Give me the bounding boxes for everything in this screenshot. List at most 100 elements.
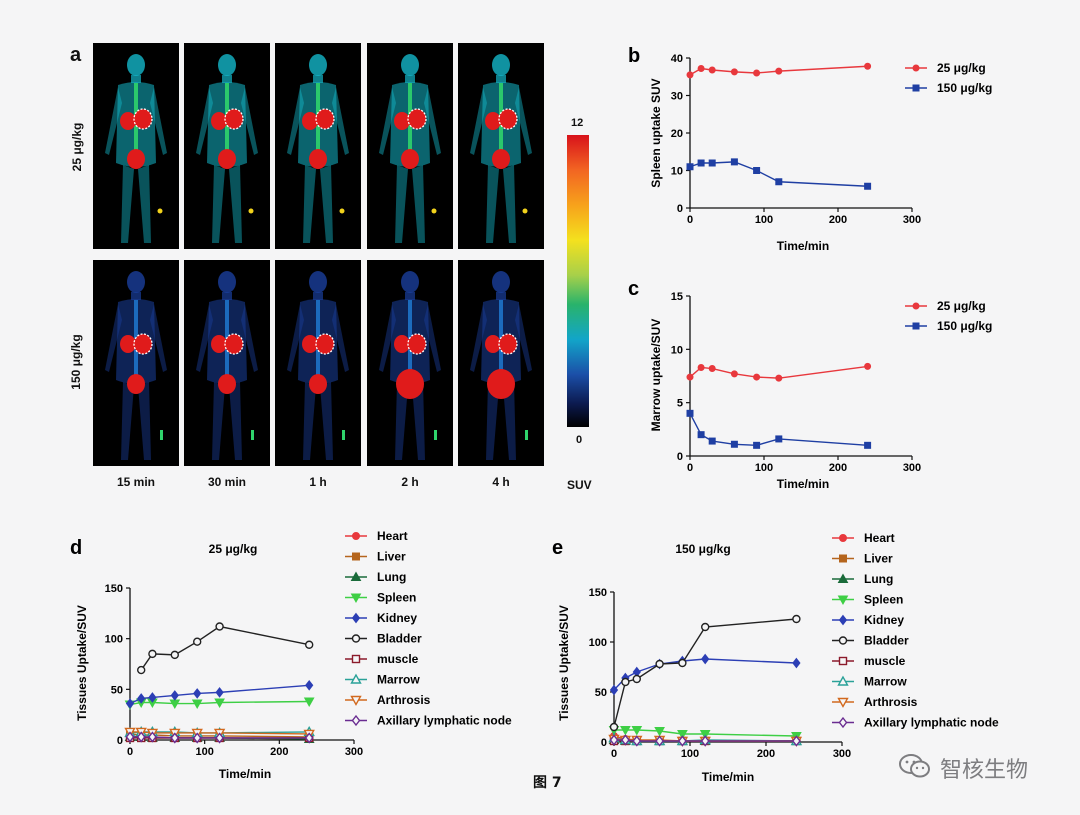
chart-c-letter: c	[628, 278, 639, 300]
chart-d-legend-marker	[350, 673, 362, 684]
chart-d-data-point	[304, 732, 314, 744]
chart-b-ylabel: Spleen uptake SUV	[649, 78, 663, 187]
chart-e-legend-label: Kidney	[864, 613, 904, 627]
chart-d-data-point	[215, 687, 224, 698]
watermark-text: 智核生物	[940, 758, 1029, 783]
chart-d-data-point	[136, 731, 146, 743]
chart-d-xtick-label: 100	[195, 746, 213, 758]
chart-b-data-point	[753, 69, 761, 77]
chart-b-data-point	[708, 159, 716, 167]
chart-b-ytick-label: 30	[671, 91, 683, 103]
chart-d-legend-marker	[352, 532, 360, 540]
chart-e-data-point	[632, 735, 642, 747]
chart-d-legend-marker	[350, 593, 362, 604]
pet-image-row2-col4	[367, 260, 453, 466]
chart-c-data-point	[686, 373, 694, 381]
chart-e-data-point	[677, 730, 688, 740]
chart-e-legend-label: Arthrosis	[864, 695, 918, 709]
chart-e-xtick-label: 300	[833, 748, 851, 760]
chart-e-data-point	[632, 674, 641, 684]
pet-image-row1-col1	[93, 43, 179, 249]
chart-e-data-point	[609, 734, 619, 746]
chart-d-data-point	[148, 649, 157, 659]
chart-e-ytick-label: 0	[601, 737, 607, 749]
colorbar-unit-label: SUV	[567, 478, 592, 492]
chart-c-data-point	[864, 441, 872, 449]
chart-d-ytick-label: 0	[117, 735, 123, 747]
pet-image-row2-col5	[458, 260, 544, 466]
chart-c-legend-label: 150 μg/kg	[937, 319, 992, 333]
chart-d-data-point	[303, 697, 315, 708]
chart-d-data-point	[125, 698, 135, 709]
chart-b-xtick-label: 300	[903, 214, 921, 226]
chart-d-legend-label: Liver	[377, 550, 406, 564]
watermark: 智核生物	[898, 752, 1028, 784]
chart-d-data-point	[192, 732, 202, 744]
chart-c-xlabel: Time/min	[777, 477, 829, 491]
chart-e-xlabel: Time/min	[702, 770, 754, 784]
chart-b-data-point	[730, 68, 738, 76]
pet-image-row2-col2	[184, 260, 270, 466]
chart-d-legend-label: Heart	[377, 529, 408, 543]
chart-e-xtick-label: 100	[681, 748, 699, 760]
chart-d-data-point	[148, 731, 157, 743]
chart-e-title: 150 μg/kg	[675, 542, 730, 556]
chart-c-data-point	[775, 435, 783, 443]
chart-e-data-point	[621, 677, 630, 687]
chart-e-legend-marker	[837, 675, 849, 686]
chart-b-xtick-label: 200	[829, 214, 847, 226]
chart-b-xtick-label: 100	[755, 214, 773, 226]
chart-e-data-point	[620, 726, 631, 736]
wechat-icon	[898, 753, 932, 784]
time-label-1h: 1 h	[309, 475, 327, 489]
chart-d-xtick-label: 300	[345, 746, 363, 758]
panel-a-letter: a	[70, 44, 82, 66]
chart-d-data-point	[215, 732, 224, 744]
chart-b-xtick-label: 0	[687, 214, 693, 226]
chart-e-legend-label: Liver	[864, 552, 893, 566]
chart-d-ytick-label: 100	[105, 634, 123, 646]
chart-c-data-point	[730, 440, 738, 448]
chart-c-data-point	[753, 373, 761, 381]
chart-e-legend-marker	[838, 716, 848, 729]
chart-e-data-point	[678, 735, 687, 747]
chart-c-legend-marker	[912, 302, 920, 310]
chart-d-legend-label: Marrow	[377, 673, 420, 687]
chart-d-legend-label: Bladder	[377, 632, 422, 646]
chart-b-data-point	[775, 67, 783, 75]
chart-b-legend-label: 150 μg/kg	[937, 81, 992, 95]
chart-e-data-point	[631, 726, 643, 736]
chart-e-legend-label: Axillary lymphatic node	[864, 716, 999, 730]
chart-d-legend-marker	[351, 714, 361, 727]
chart-c-xtick-label: 100	[755, 462, 773, 474]
chart-e-data-point	[655, 735, 664, 747]
chart-e-legend-label: Bladder	[864, 634, 909, 648]
pet-image-row2-col3	[275, 260, 361, 466]
pet-image-row1-col4	[367, 43, 453, 249]
chart-e-ytick-label: 150	[589, 587, 607, 599]
chart-e-axes	[613, 592, 842, 743]
pet-image-row1-col5	[458, 43, 544, 249]
chart-c-data-point	[697, 431, 705, 439]
chart-e-data-point	[792, 735, 801, 747]
chart-e-data-point	[701, 653, 710, 665]
chart-b-data-point	[864, 62, 872, 70]
chart-c-data-point	[775, 374, 783, 382]
chart-c-data-point	[697, 363, 705, 371]
chart-d-data-point	[170, 732, 180, 744]
chart-d-legend-label: muscle	[377, 652, 419, 666]
chart-c-legend-marker	[912, 322, 920, 330]
pet-image-row2-col1	[93, 260, 179, 466]
chart-e-legend-marker	[837, 595, 849, 606]
chart-c-data-point	[686, 409, 694, 417]
chart-e-legend-marker	[838, 656, 848, 666]
chart-e-legend-label: Marrow	[864, 675, 907, 689]
chart-c-axes	[689, 296, 912, 457]
chart-e-legend-marker	[839, 554, 847, 563]
chart-b-letter: b	[628, 45, 640, 67]
chart-e-series-line	[613, 618, 797, 728]
chart-d-data-point	[125, 731, 135, 743]
chart-d-ylabel: Tissues Uptake/SUV	[75, 605, 89, 721]
chart-d-legend-label: Spleen	[377, 591, 416, 605]
